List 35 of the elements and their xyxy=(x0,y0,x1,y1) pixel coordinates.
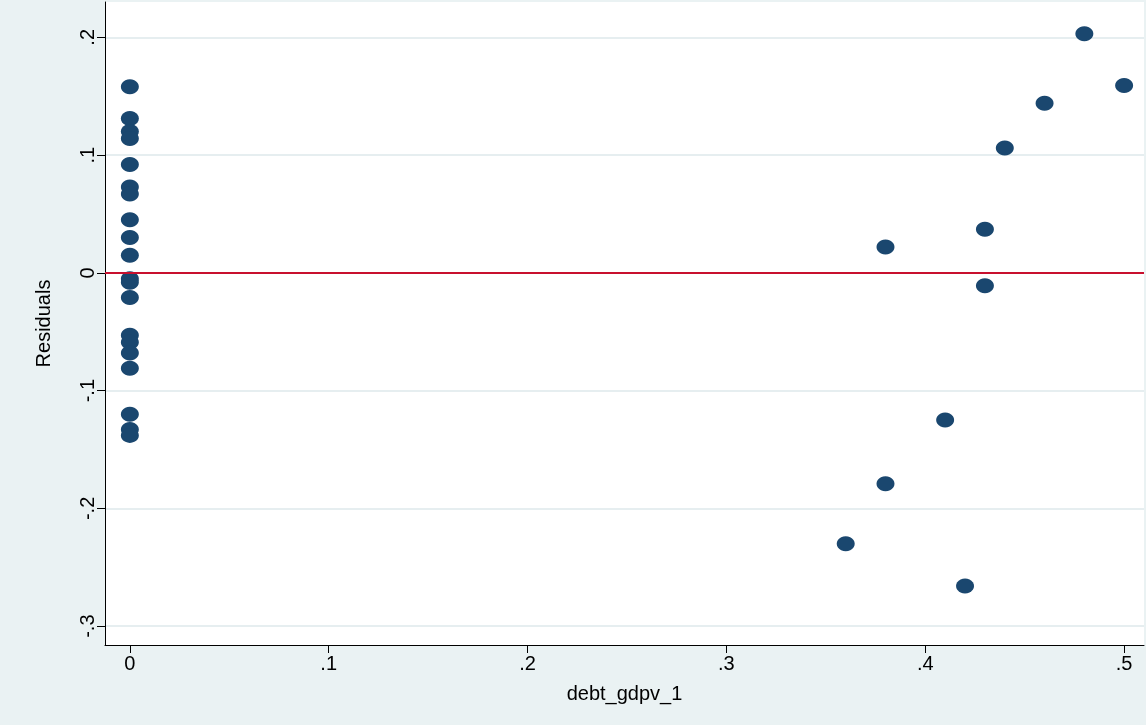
x-tick-label: .1 xyxy=(320,652,338,674)
point xyxy=(120,406,139,422)
point xyxy=(120,360,139,376)
y-tick-label: -.2 xyxy=(76,496,98,521)
x-tick-label: .3 xyxy=(718,652,735,674)
point xyxy=(1115,78,1134,94)
point xyxy=(1075,26,1094,42)
y-tick-label: -.3 xyxy=(76,614,98,638)
point xyxy=(120,247,139,263)
point xyxy=(936,412,955,428)
y-tick-label: .2 xyxy=(76,28,98,46)
point xyxy=(956,578,975,594)
point xyxy=(120,345,139,361)
point xyxy=(120,79,139,95)
point xyxy=(836,536,855,552)
y-tick-label: 0 xyxy=(76,267,98,279)
point xyxy=(120,111,139,127)
point xyxy=(975,221,994,237)
point xyxy=(975,278,994,294)
point xyxy=(1035,95,1054,111)
point xyxy=(120,230,139,246)
point xyxy=(995,140,1014,156)
x-tick-label: .4 xyxy=(916,652,934,674)
x-tick-label: .5 xyxy=(1115,652,1133,674)
point xyxy=(120,290,139,306)
y-tick-label: .1 xyxy=(76,146,98,164)
x-tick-label: 0 xyxy=(124,652,136,674)
x-axis-title: debt_gdpv_1 xyxy=(566,682,683,705)
point xyxy=(876,239,895,255)
y-axis-title: Residuals xyxy=(32,279,54,368)
point xyxy=(876,476,895,492)
x-tick-label: .2 xyxy=(519,652,536,674)
point xyxy=(120,157,139,173)
point xyxy=(120,212,139,228)
y-tick-label: -.1 xyxy=(76,378,98,403)
